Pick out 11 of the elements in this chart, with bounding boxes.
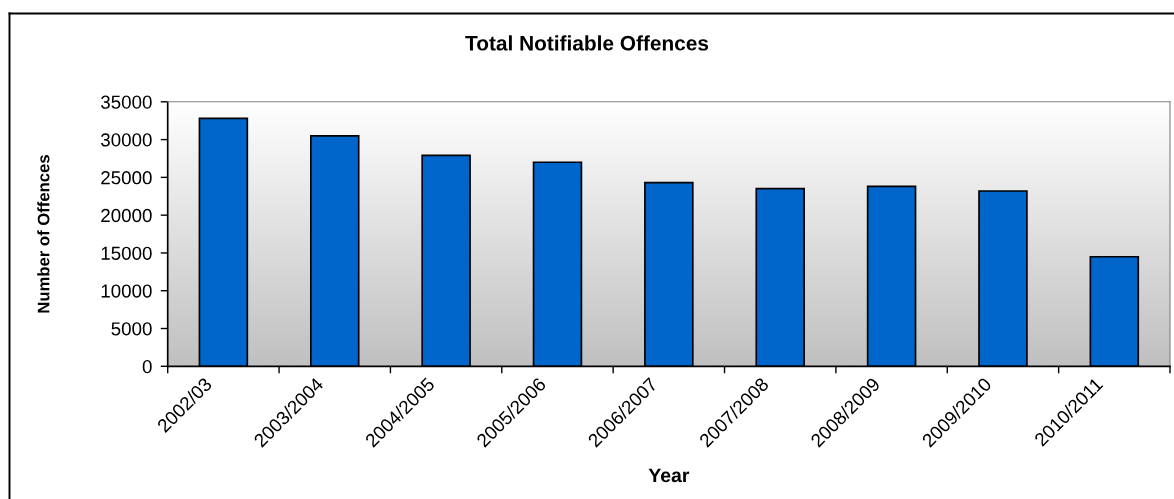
x-axis-title: Year	[648, 468, 690, 483]
y-tick-label: 0	[142, 360, 152, 374]
y-tick-label: 35000	[101, 95, 152, 109]
y-tick-label: 5000	[111, 322, 152, 336]
chart-title: Total Notifiable Offences	[465, 35, 709, 51]
y-axis-title: Number of Offences	[37, 155, 50, 313]
y-tick-label: 25000	[101, 171, 152, 185]
y-tick-label: 15000	[101, 246, 152, 260]
y-tick-label: 30000	[101, 133, 152, 147]
y-tick-label: 10000	[101, 284, 152, 298]
y-tick-label: 20000	[101, 208, 152, 223]
